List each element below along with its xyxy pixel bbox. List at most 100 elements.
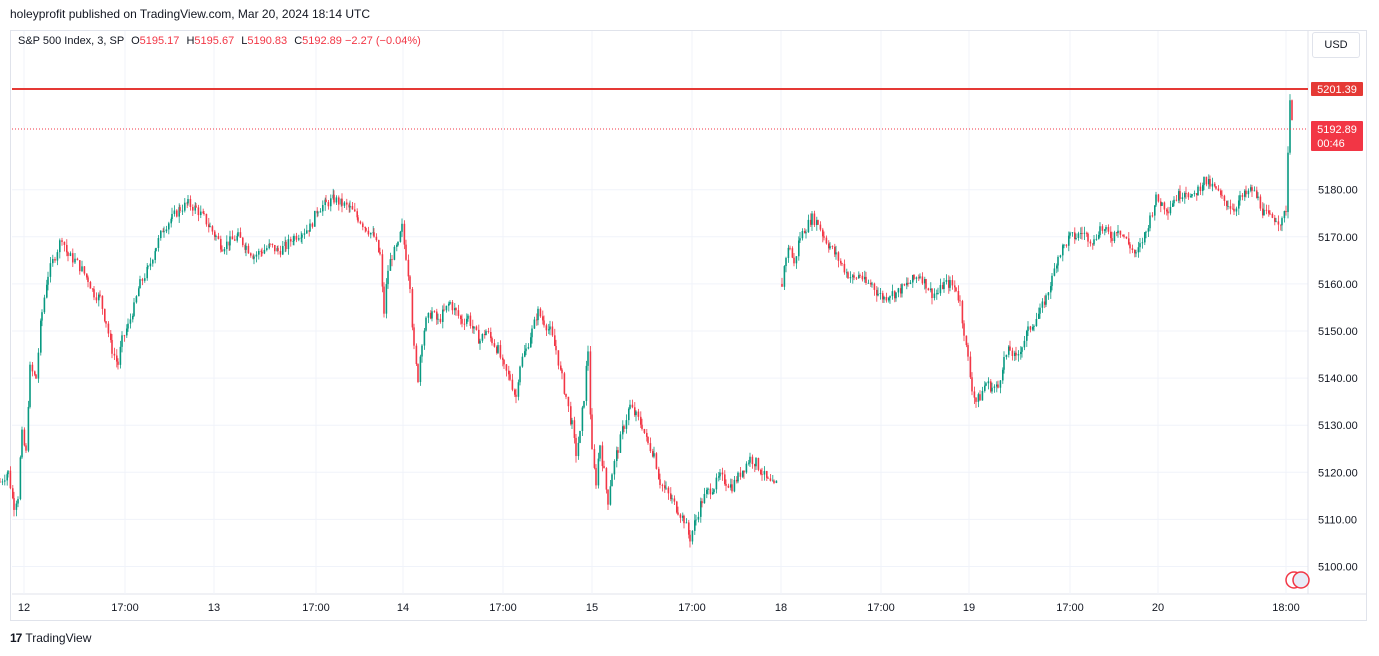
candle-body (605, 468, 608, 490)
candle-body (1128, 238, 1130, 245)
candle-body (933, 293, 936, 299)
candle-body (783, 266, 786, 287)
candle-body (542, 316, 544, 321)
candle-body (703, 493, 706, 504)
candle-body (1199, 186, 1202, 192)
candle-body (37, 352, 40, 379)
candle-body (613, 461, 616, 475)
candle-body (505, 364, 508, 371)
candle-body (1149, 215, 1151, 229)
candle-body (721, 472, 724, 475)
candle-body (993, 386, 996, 388)
chart-frame[interactable] (10, 30, 1367, 621)
candle-body (524, 351, 526, 357)
candle-body (113, 353, 116, 356)
candle-body (1119, 230, 1122, 235)
candle-body (1098, 235, 1100, 239)
candle-body (365, 228, 367, 231)
candle-body (616, 450, 618, 462)
candle-body (563, 373, 566, 394)
candle-body (718, 476, 720, 478)
candle-body (316, 210, 318, 214)
candle-body (883, 297, 885, 300)
candle-body (921, 276, 924, 284)
symbol-name[interactable]: S&P 500 Index, 3, SP (18, 35, 125, 47)
candle-body (795, 256, 798, 264)
currency-button[interactable]: USD (1312, 32, 1360, 58)
candle-body (801, 230, 804, 239)
candle-body (1099, 226, 1101, 236)
candle-body (1065, 244, 1068, 246)
candle-body (271, 243, 274, 245)
candle-body (269, 243, 271, 245)
candle-body (460, 315, 462, 320)
candle-body (493, 343, 496, 347)
x-tick-label: 18:00 (1272, 602, 1300, 614)
candle-body (1050, 286, 1052, 293)
candle-body (253, 256, 255, 259)
x-tick-label: 15 (586, 602, 598, 614)
candle-body (29, 364, 31, 407)
candle-body (791, 248, 794, 258)
candle-body (279, 250, 282, 255)
candle-body (86, 273, 88, 278)
candle-body (1217, 188, 1220, 191)
candle-body (514, 389, 516, 395)
candle-body (706, 489, 708, 494)
candle-body (179, 207, 181, 211)
candle-body (67, 252, 69, 256)
candle-body (433, 311, 436, 313)
candle-body (300, 237, 302, 239)
candle-body (349, 205, 351, 208)
candle-body (859, 275, 861, 276)
candle-body (72, 253, 74, 263)
candle-body (1053, 268, 1056, 276)
x-tick-label: 20 (1152, 602, 1164, 614)
candle-body (154, 251, 156, 260)
candle-body (383, 286, 385, 314)
candle-body (285, 241, 287, 250)
candle-body (695, 519, 697, 521)
candle-body (1280, 224, 1282, 226)
candle-body (375, 236, 378, 241)
candle-body (1172, 203, 1174, 207)
candle-body (977, 394, 980, 402)
candle-body (21, 429, 23, 458)
candle-body (43, 297, 46, 313)
candle-body (301, 234, 303, 238)
candle-body (1011, 350, 1014, 356)
candle-body (1137, 247, 1140, 253)
y-tick-label: 5140.00 (1318, 373, 1358, 385)
candle-body (211, 226, 214, 232)
candle-body (1021, 347, 1023, 352)
candle-body (891, 291, 894, 297)
open-label: O (131, 35, 140, 47)
candle-body (1122, 234, 1124, 236)
candle-body (855, 277, 858, 279)
candle-body (634, 407, 636, 416)
candle-body (445, 305, 448, 311)
candle-body (87, 277, 89, 282)
candle-body (1274, 217, 1276, 222)
candle-body (74, 258, 76, 263)
candle-body (731, 484, 733, 492)
candle-body (913, 275, 915, 279)
candle-body (54, 258, 56, 261)
candle-body (1169, 206, 1172, 214)
candle-body (93, 289, 95, 298)
footer: 17 TradingView (10, 631, 91, 645)
candle-body (381, 254, 384, 287)
candle-body (171, 213, 173, 219)
candle-body (757, 458, 760, 470)
candle-body (965, 335, 968, 346)
candle-body (163, 231, 165, 233)
candle-body (317, 212, 319, 214)
candle-body (760, 469, 762, 475)
candle-body (996, 384, 998, 387)
candle-body (772, 480, 774, 482)
candle-body (1089, 241, 1092, 244)
candle-body (658, 468, 660, 480)
candle-body (335, 197, 338, 203)
candle-body (955, 287, 957, 292)
